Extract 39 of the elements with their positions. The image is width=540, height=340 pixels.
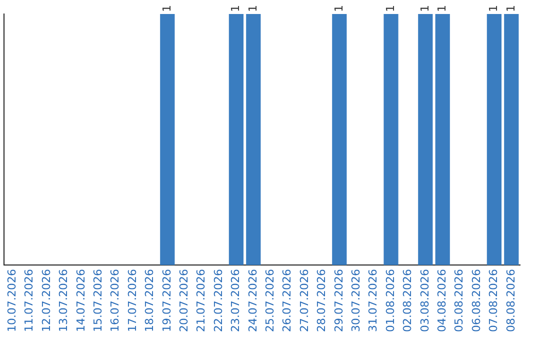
data-label: 1 [435,5,448,12]
x-tick-label: 15.07.2026 [91,269,104,332]
x-tick-label: 18.07.2026 [143,269,156,332]
x-tick-label: 17.07.2026 [126,269,139,332]
data-label: 1 [384,5,397,12]
x-tick-label: 01.08.2026 [384,269,397,332]
x-tick-label: 20.07.2026 [177,269,190,332]
x-tick-label: 03.08.2026 [418,269,432,332]
x-tick-label: 11.07.2026 [22,269,36,332]
x-tick-label: 23.07.2026 [229,269,242,332]
x-tick-label: 07.08.2026 [487,269,500,332]
x-tick-label: 14.07.2026 [74,269,88,332]
x-tick-label: 24.07.2026 [246,269,260,332]
x-tick-label: 19.07.2026 [160,269,174,332]
x-tick-label: 28.07.2026 [315,269,328,332]
x-tick-label: 04.08.2026 [435,269,448,332]
data-label: 1 [418,5,432,12]
x-tick-label: 25.07.2026 [263,269,276,332]
x-tick-label: 16.07.2026 [108,269,122,332]
x-tick-label: 06.08.2026 [470,269,483,332]
data-label: 1 [229,5,242,12]
data-label: 1 [332,5,346,12]
x-tick-label: 31.07.2026 [366,269,380,332]
x-tick-label: 21.07.2026 [194,269,208,332]
x-tick-label: 30.07.2026 [349,269,362,332]
x-tick-label: 12.07.2026 [40,269,53,332]
x-tick-label: 02.08.2026 [401,269,414,332]
x-tick-label: 13.07.2026 [57,269,70,332]
data-label: 1 [504,5,518,12]
data-label: 1 [487,5,500,12]
x-tick-label: 26.07.2026 [280,269,294,332]
x-tick-label: 08.08.2026 [504,269,518,332]
x-tick-label: 29.07.2026 [332,269,346,332]
x-tick-label: 22.07.2026 [212,269,225,332]
x-tick-label: 27.07.2026 [298,269,311,332]
x-tick-label: 10.07.2026 [5,269,18,332]
data-label: 1 [160,5,174,12]
data-label: 1 [246,5,260,12]
x-tick-label: 05.08.2026 [452,269,466,332]
